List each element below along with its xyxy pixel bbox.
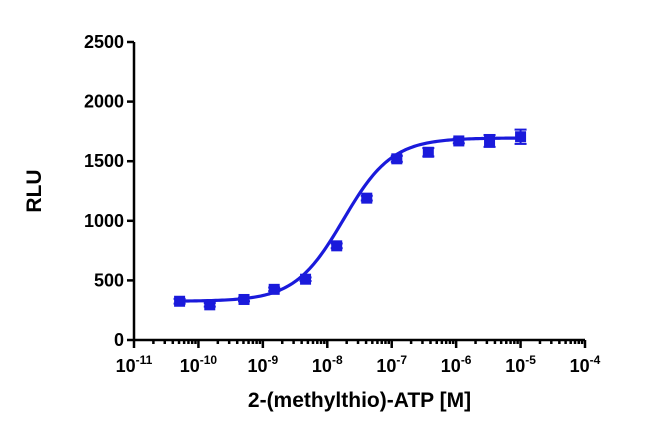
x-tick-base: 10 (180, 356, 200, 376)
data-point (173, 295, 186, 307)
x-tick-base: 10 (570, 356, 590, 376)
data-marker (361, 192, 373, 204)
fit-curve (179, 136, 521, 303)
x-tick-exponent: -7 (396, 353, 407, 367)
y-tick-label: 500 (94, 270, 124, 290)
data-point (514, 128, 527, 145)
y-tick-label: 2000 (84, 92, 124, 112)
x-tick-exponent: -9 (268, 353, 279, 367)
y-tick-label: 1500 (84, 151, 124, 171)
y-axis-title: RLU (23, 169, 46, 212)
y-axis-ticks: 0 500 1000 1500 2000 2500 (84, 32, 134, 350)
x-tick-exponent: -11 (136, 353, 153, 367)
data-point (390, 153, 403, 165)
data-point (299, 273, 312, 285)
x-tick-exponent: -6 (461, 353, 472, 367)
x-tick-label: 10-7 (376, 353, 407, 376)
x-tick-exponent: -8 (332, 353, 343, 367)
data-marker (268, 283, 280, 295)
x-tick-label: 10-10 (180, 353, 218, 376)
x-tick-label: 10-6 (441, 353, 472, 376)
x-tick-base: 10 (376, 356, 396, 376)
data-point (360, 192, 373, 204)
x-axis-title: 2-(methylthio)-ATP [M] (248, 389, 471, 412)
x-tick-base: 10 (505, 356, 525, 376)
data-marker (238, 293, 250, 305)
x-axis-ticks: 10-11 10-10 10-9 10-8 10-7 10-6 10-5 10-4 (116, 340, 601, 376)
x-tick-label: 10-11 (116, 353, 153, 376)
data-marker (484, 135, 496, 147)
x-tick-label: 10-5 (505, 353, 536, 376)
data-point (268, 283, 281, 295)
x-tick-base: 10 (116, 356, 136, 376)
x-tick-base: 10 (441, 356, 461, 376)
x-tick-label: 10-8 (312, 353, 343, 376)
data-marker (331, 240, 343, 252)
data-marker (422, 146, 434, 158)
data-marker (391, 153, 403, 165)
y-tick-label: 1000 (84, 211, 124, 231)
data-point (452, 135, 465, 147)
data-marker (204, 299, 216, 311)
x-tick-label: 10-4 (570, 353, 601, 376)
data-marker (300, 273, 312, 285)
x-tick-exponent: -5 (525, 353, 536, 367)
x-tick-label: 10-9 (248, 353, 279, 376)
data-marker (174, 295, 186, 307)
y-tick-label: 0 (114, 330, 124, 350)
data-point (422, 146, 435, 158)
x-tick-base: 10 (312, 356, 332, 376)
plot-area (173, 128, 527, 311)
y-tick-label: 2500 (84, 32, 124, 52)
x-tick-exponent: -10 (200, 353, 218, 367)
data-point (203, 299, 216, 311)
data-point (483, 133, 496, 148)
x-tick-exponent: -4 (590, 353, 601, 367)
data-point (238, 293, 251, 305)
x-tick-base: 10 (248, 356, 268, 376)
data-marker (453, 135, 465, 147)
data-marker (515, 131, 527, 143)
data-point (330, 240, 343, 252)
